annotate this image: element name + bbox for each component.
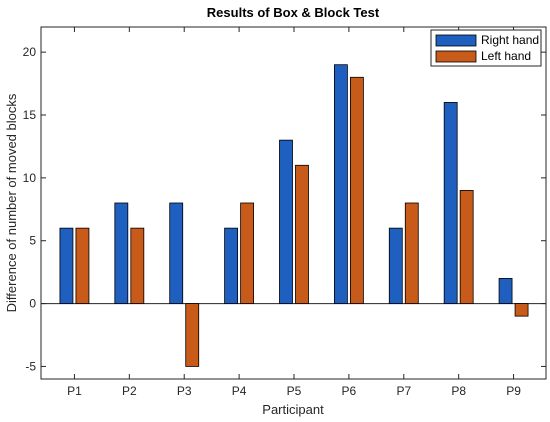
bar-right-hand-p8 <box>443 102 458 304</box>
x-tick-label-p6: P6 <box>342 384 357 398</box>
y-tick-label: -5 <box>25 359 36 373</box>
bar-right-hand-p5 <box>279 139 293 304</box>
x-tick-label-p2: P2 <box>122 384 137 398</box>
bar-left-hand-p4 <box>240 202 255 304</box>
chart-title: Results of Box & Block Test <box>207 5 380 20</box>
y-tick-label: 10 <box>23 171 37 185</box>
x-tick-label-p7: P7 <box>396 384 411 398</box>
y-tick-label: 20 <box>23 45 37 59</box>
bar-right-hand-p2 <box>114 202 129 304</box>
bar-right-hand-p1 <box>59 227 74 304</box>
bar-left-hand-p8 <box>459 190 474 304</box>
legend-swatch-right-hand <box>435 34 477 47</box>
legend: Right hand Left hand <box>430 29 542 67</box>
bar-right-hand-p9 <box>498 278 513 304</box>
y-tick-label: 15 <box>23 108 37 122</box>
bar-left-hand-p1 <box>75 227 90 304</box>
bar-right-hand-p4 <box>224 227 239 304</box>
bar-left-hand-p5 <box>295 164 309 304</box>
x-axis-ticks: P1 P2 P3 P4 P5 P6 P7 P8 P9 <box>67 27 521 398</box>
legend-label-right-hand: Right hand <box>481 33 539 47</box>
bar-left-hand-p7 <box>404 202 419 304</box>
bar-left-hand-p9 <box>514 303 529 317</box>
y-tick-label: 0 <box>29 297 36 311</box>
bars-group <box>59 64 529 367</box>
bar-left-hand-p6 <box>349 76 364 304</box>
bar-left-hand-p3 <box>185 303 200 367</box>
x-tick-label-p4: P4 <box>232 384 247 398</box>
bar-right-hand-p6 <box>333 64 348 304</box>
x-axis-label: Participant <box>262 402 324 417</box>
legend-swatch-left-hand <box>435 50 477 63</box>
x-tick-label-p5: P5 <box>287 384 302 398</box>
legend-label-left-hand: Left hand <box>481 49 531 63</box>
y-axis-label: Difference of number of moved blocks <box>4 93 19 312</box>
y-tick-label: 5 <box>29 234 36 248</box>
x-tick-label-p8: P8 <box>451 384 466 398</box>
bar-right-hand-p3 <box>169 202 184 304</box>
bar-left-hand-p2 <box>130 227 145 304</box>
bar-right-hand-p7 <box>388 227 403 304</box>
x-tick-label-p1: P1 <box>67 384 82 398</box>
x-tick-label-p9: P9 <box>506 384 521 398</box>
y-axis-ticks: -5 0 5 10 15 20 <box>23 45 546 373</box>
x-tick-label-p3: P3 <box>177 384 192 398</box>
